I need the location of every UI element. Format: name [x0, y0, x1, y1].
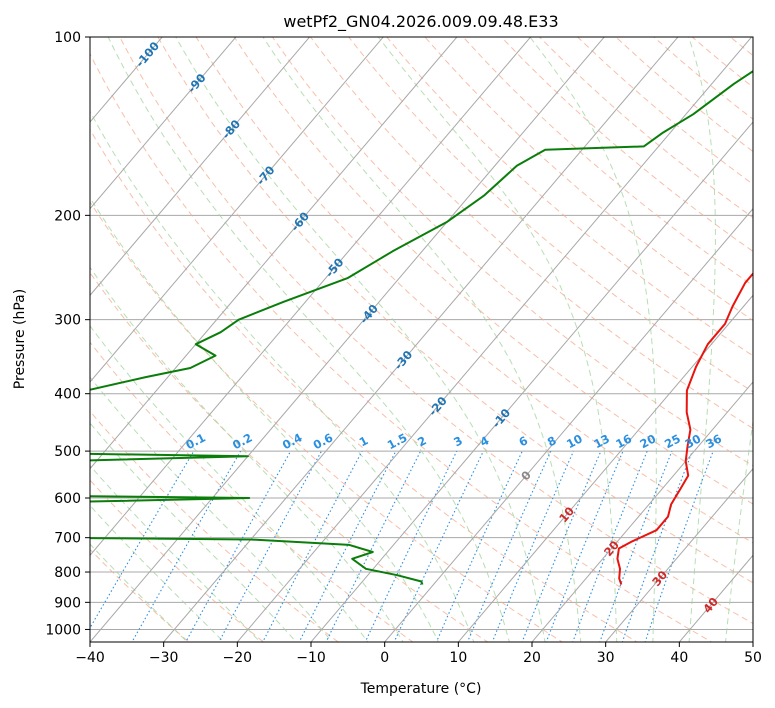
y-tick-label: 500 — [54, 444, 81, 460]
moist-adiabat — [90, 325, 369, 642]
moist-adiabats — [90, 37, 753, 642]
x-tick-label: −40 — [75, 650, 105, 666]
isotherms — [90, 37, 753, 642]
y-tick-label: 900 — [54, 595, 81, 611]
isotherm-line — [236, 37, 753, 642]
dry-adiabat — [309, 37, 753, 430]
mixing-ratio-label: 30 — [683, 431, 704, 451]
y-tick-label: 400 — [54, 387, 81, 403]
x-tick-label: −30 — [149, 650, 179, 666]
mixing-ratio-line — [435, 450, 523, 642]
plot-frame — [89, 36, 754, 643]
dry-adiabat — [271, 37, 753, 467]
moist-adiabat — [725, 418, 753, 642]
isotherm-line — [90, 37, 384, 383]
moist-adiabat — [90, 266, 404, 642]
dry-adiabat — [119, 37, 753, 624]
dry-adiabat — [90, 52, 713, 642]
moist-adiabat — [90, 543, 188, 642]
x-tick-label: 40 — [670, 650, 688, 666]
y-tick-label: 100 — [54, 30, 81, 46]
mixing-ratio-line — [491, 450, 575, 642]
isotherm-line — [531, 381, 753, 642]
sounding-profiles — [90, 69, 753, 585]
dry-adiabat — [90, 410, 340, 642]
x-tick-label: 20 — [523, 650, 541, 666]
x-tick-label: −20 — [223, 650, 253, 666]
moist-adiabat — [262, 37, 582, 642]
y-tick-label: 600 — [54, 491, 81, 507]
dry-adiabat — [90, 271, 489, 642]
isotherm-line — [90, 37, 163, 123]
isotherm-line — [90, 37, 311, 297]
isotherm-line — [90, 37, 532, 557]
mixing-ratio-line — [262, 450, 363, 642]
isotherm-line — [384, 207, 753, 642]
y-tick-label: 700 — [54, 531, 81, 547]
dry-adiabat — [233, 37, 753, 505]
moist-adiabat — [688, 37, 716, 642]
mixing-ratio-line — [131, 450, 242, 642]
mixing-ratio-label: 20 — [638, 431, 659, 451]
x-tick-label: 10 — [449, 650, 467, 666]
mixing-ratio-label: 13 — [591, 431, 612, 451]
y-axis-label: Pressure (hPa) — [12, 289, 28, 389]
plot-background — [90, 37, 753, 642]
chart-title: wetPf2_GN04.2026.009.09.48.E33 — [283, 12, 558, 32]
mixing-ratio-label: 16 — [613, 431, 634, 451]
moist-adiabat — [529, 37, 657, 642]
x-tick-label: 30 — [597, 650, 615, 666]
x-axis-ticks: −40 −30 −20 −10 0 10 20 30 40 50 — [75, 642, 762, 666]
mixing-ratio-line — [218, 450, 322, 642]
mixing-ratio-label: 25 — [662, 431, 683, 451]
isotherm-line — [90, 37, 237, 210]
x-axis-label: Temperature (°C) — [360, 681, 482, 697]
isotherm-line — [90, 37, 605, 642]
dry-adiabat — [424, 37, 753, 322]
isotherm-line — [457, 294, 753, 642]
y-tick-label: 200 — [54, 208, 81, 224]
dry-adiabat — [90, 128, 638, 642]
moist-adiabat — [90, 110, 475, 642]
mixing-ratio-label: 10 — [564, 431, 585, 451]
moist-adiabat — [90, 504, 225, 642]
dry-adiabat — [348, 37, 753, 393]
y-tick-label: 300 — [54, 313, 81, 329]
y-tick-label: 800 — [54, 565, 81, 581]
dewpoint-profile-line — [90, 69, 753, 585]
isotherm-line — [163, 37, 679, 642]
dry-adiabat — [90, 548, 190, 642]
mixing-ratio-line — [466, 450, 552, 642]
x-tick-label: −10 — [296, 650, 326, 666]
y-axis-ticks: 1000 900 800 700 600 500 400 300 200 100 — [45, 30, 90, 638]
temperature-profile-line — [616, 272, 753, 585]
mixing-ratio-label: 36 — [703, 431, 724, 451]
isotherm-line — [310, 121, 753, 642]
dry-adiabat — [157, 37, 753, 584]
isotherm-line — [90, 37, 458, 470]
mixing-ratio-line — [644, 450, 714, 642]
moist-adiabat — [175, 37, 546, 642]
isotherm-line — [605, 467, 753, 642]
moist-adiabat — [377, 37, 618, 642]
x-tick-label: 50 — [744, 650, 762, 666]
moist-adiabat — [107, 37, 510, 642]
dry-adiabat — [90, 341, 414, 642]
y-tick-label: 1000 — [45, 622, 81, 638]
x-tick-label: 0 — [380, 650, 389, 666]
moist-adiabat — [90, 196, 440, 642]
dry-adiabat — [90, 201, 564, 642]
